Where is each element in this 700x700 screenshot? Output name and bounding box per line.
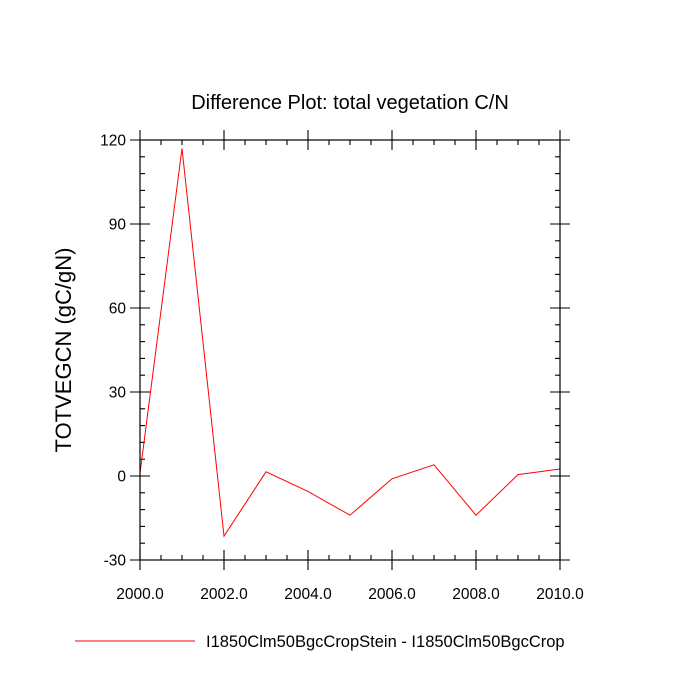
series-group — [139, 148, 561, 538]
y-tick-label: 90 — [109, 217, 127, 234]
chart-title: Difference Plot: total vegetation C/N — [191, 92, 509, 114]
x-tick-label: 2006.0 — [368, 586, 416, 603]
y-tick-label: 120 — [100, 133, 126, 150]
plot-frame — [139, 139, 561, 561]
axis-ticks — [130, 130, 570, 570]
y-tick-label: 60 — [109, 301, 127, 318]
series-line-0 — [139, 148, 561, 538]
legend-label: I1850Clm50BgcCropStein - I1850Clm50BgcCr… — [206, 633, 565, 651]
x-tick-label: 2004.0 — [284, 586, 332, 603]
y-tick-label: 0 — [117, 469, 126, 486]
x-tick-label: 2000.0 — [116, 586, 164, 603]
y-tick-label: 30 — [109, 385, 127, 402]
y-tick-label: -30 — [104, 553, 127, 570]
x-tick-label: 2010.0 — [536, 586, 584, 603]
x-tick-label: 2008.0 — [452, 586, 500, 603]
legend: I1850Clm50BgcCropStein - I1850Clm50BgcCr… — [75, 633, 565, 651]
x-tick-label: 2002.0 — [200, 586, 248, 603]
axis-tick-labels: -30 0 30 60 90 120 2000.0 2002.0 2004.0 2006.0 200… — [100, 133, 584, 604]
y-axis-label: TOTVEGCN (gC/gN) — [51, 248, 76, 453]
